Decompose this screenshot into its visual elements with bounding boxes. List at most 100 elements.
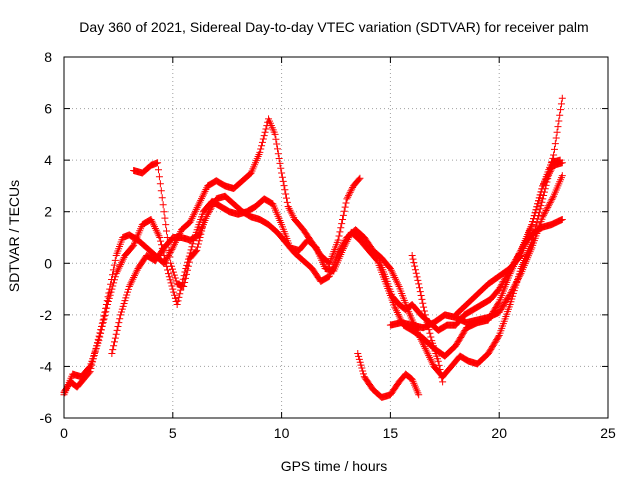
data-point: [418, 337, 426, 345]
data-point: [530, 212, 538, 220]
data-point: [115, 264, 123, 272]
data-point: [338, 243, 346, 251]
data-point: [206, 206, 214, 214]
data-point: [169, 285, 177, 293]
data-point: [386, 263, 394, 271]
data-point: [204, 210, 212, 218]
data-point: [174, 297, 182, 305]
x-tick-label: 5: [169, 425, 177, 441]
data-point: [542, 207, 550, 215]
data-point: [539, 213, 547, 221]
data-point: [204, 209, 212, 217]
data-point: [415, 280, 423, 288]
data-point: [435, 361, 443, 369]
data-point: [117, 259, 125, 267]
data-point: [532, 206, 540, 214]
data-point: [392, 305, 400, 313]
data-point: [201, 187, 209, 195]
data-point: [283, 198, 291, 206]
data-point: [159, 201, 167, 209]
data-point: [356, 358, 364, 366]
y-tick-label: 2: [44, 204, 52, 220]
data-point: [344, 193, 352, 201]
data-point: [392, 275, 400, 283]
data-point: [96, 333, 104, 341]
data-point: [186, 218, 194, 226]
data-point: [113, 326, 121, 334]
data-point: [339, 215, 347, 223]
data-point: [97, 329, 105, 337]
data-point: [550, 151, 558, 159]
data-point: [437, 370, 445, 378]
data-point: [428, 359, 436, 367]
data-point: [514, 274, 522, 282]
data-point: [535, 197, 543, 205]
data-point: [168, 245, 176, 253]
data-point: [182, 274, 190, 282]
y-tick-label: 6: [44, 101, 52, 117]
data-point: [395, 312, 403, 320]
data-point: [325, 259, 333, 267]
data-point: [191, 207, 199, 215]
data-point: [280, 182, 288, 190]
data-point: [339, 240, 347, 248]
data-point: [282, 190, 290, 198]
x-tick-label: 20: [491, 425, 507, 441]
data-point: [343, 195, 351, 203]
data-point: [114, 266, 122, 274]
data-point: [194, 243, 202, 251]
series-track-g: [408, 252, 447, 386]
data-point: [101, 311, 109, 319]
data-point: [127, 279, 135, 287]
data-point: [164, 266, 172, 274]
data-point: [126, 281, 134, 289]
data-point: [192, 247, 200, 255]
data-point: [391, 303, 399, 311]
data-point: [417, 335, 425, 343]
y-tick-label: -6: [40, 410, 53, 426]
data-point: [116, 315, 124, 323]
data-point: [355, 352, 363, 360]
data-point: [354, 350, 362, 358]
data-point: [422, 315, 430, 323]
data-point: [341, 237, 349, 245]
data-point: [112, 330, 120, 338]
data-point: [346, 188, 354, 196]
data-point: [209, 201, 217, 209]
data-point: [198, 193, 206, 201]
data-point: [418, 295, 426, 303]
data-point: [390, 272, 398, 280]
data-point: [389, 270, 397, 278]
x-axis-label: GPS time / hours: [281, 458, 388, 474]
data-points: [60, 94, 566, 401]
data-point: [421, 344, 429, 352]
data-point: [416, 284, 424, 292]
data-point: [276, 159, 284, 167]
data-point: [558, 215, 566, 223]
data-point: [394, 281, 402, 289]
data-point: [424, 350, 432, 358]
data-point: [115, 319, 123, 327]
data-point: [161, 255, 169, 263]
data-point: [539, 195, 547, 203]
data-point: [110, 342, 118, 350]
data-point: [110, 276, 118, 284]
data-point: [168, 282, 176, 290]
data-point: [386, 264, 394, 272]
data-point: [372, 256, 380, 264]
data-point: [540, 211, 548, 219]
data-point: [196, 234, 204, 241]
data-point: [246, 170, 254, 178]
data-point: [108, 285, 116, 293]
data-point: [160, 208, 168, 216]
data-point: [334, 249, 342, 257]
data-point: [416, 334, 424, 342]
data-point: [338, 220, 346, 228]
data-point: [131, 270, 139, 278]
data-point: [173, 301, 181, 309]
data-point: [413, 273, 421, 281]
data-point: [111, 273, 119, 281]
data-point: [506, 290, 514, 298]
data-point: [544, 203, 552, 211]
x-tick-label: 15: [383, 425, 399, 441]
